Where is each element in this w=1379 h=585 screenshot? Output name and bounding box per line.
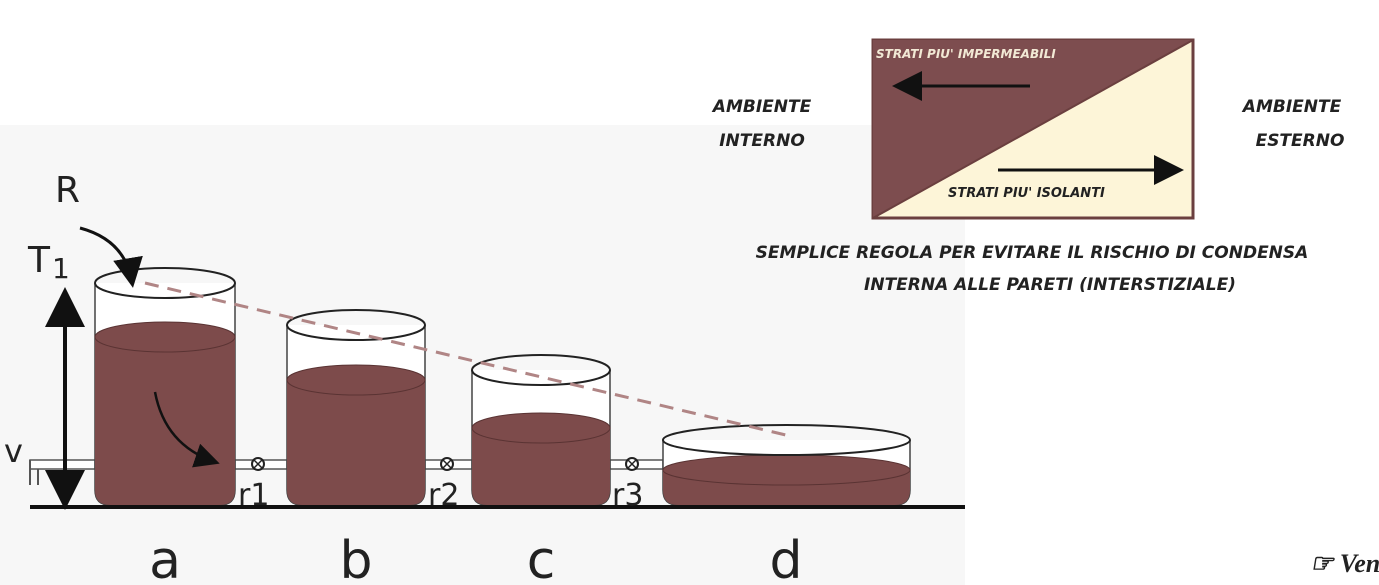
liquid — [287, 365, 425, 505]
liquid-surface — [471, 412, 611, 444]
liquid-surface — [662, 454, 911, 486]
rule-diagram: STRATI PIU' IMPERMEABILI STRATI PIU' ISO… — [711, 38, 1345, 295]
right-label: AMBIENTE — [1241, 97, 1342, 117]
label-valve: r1 — [238, 478, 269, 513]
tank-label: b — [339, 531, 372, 585]
label-t: T — [27, 240, 51, 281]
inflow-arrow — [79, 226, 143, 288]
label-valve: r2 — [428, 478, 459, 513]
label-t-sub: 1 — [52, 252, 70, 285]
label-r: R — [55, 170, 80, 211]
rule-diagonal — [872, 39, 1194, 219]
label-valve: r3 — [612, 478, 643, 513]
valve-x — [627, 459, 637, 469]
tank-rim — [662, 424, 911, 456]
tank-diagram: RT 1 v r1 r2 r3 a b c d — [4, 170, 965, 585]
pipe-inlet — [29, 460, 39, 485]
liquid-surface — [94, 321, 236, 353]
bottom-label: STRATI PIU' ISOLANTI — [948, 186, 1105, 201]
caption: INTERNA ALLE PARETI (INTERSTIZIALE) — [864, 275, 1236, 295]
tank-label: d — [769, 531, 802, 585]
top-label: STRATI PIU' IMPERMEABILI — [876, 47, 1056, 61]
left-label: AMBIENTE — [711, 97, 812, 117]
pipe — [29, 459, 96, 470]
label-v: v — [4, 432, 23, 470]
liquid-surface — [286, 364, 426, 396]
tank-label: c — [527, 531, 556, 585]
tank-label: a — [149, 531, 181, 585]
tank-rim — [94, 267, 236, 299]
caption: SEMPLICE REGOLA PER EVITARE IL RISCHIO D… — [756, 243, 1309, 263]
right-label: ESTERNO — [1256, 131, 1345, 151]
gradient-line — [144, 281, 791, 438]
valve-x — [253, 459, 263, 469]
nav-link[interactable]: ☞ Ven — [1310, 549, 1379, 578]
left-label: INTERNO — [719, 131, 805, 151]
valve-x — [442, 459, 452, 469]
tank-rim — [471, 354, 611, 386]
flow-arrow — [153, 391, 220, 468]
tank-rim — [286, 309, 426, 341]
